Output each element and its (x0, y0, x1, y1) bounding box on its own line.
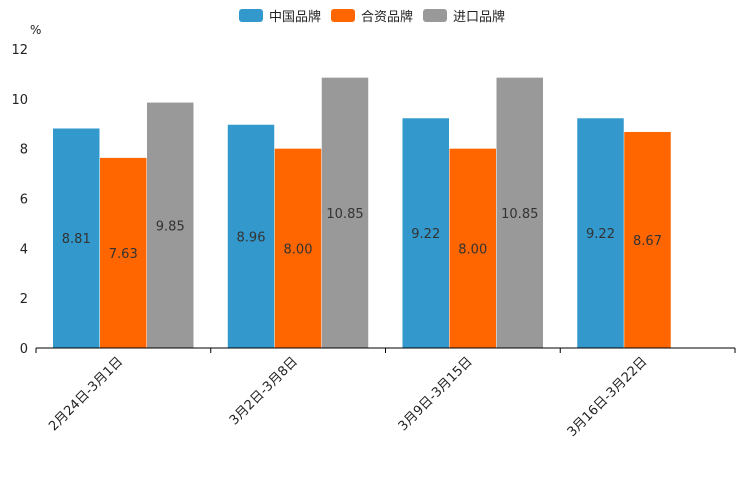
x-tick-label: 3月16日-3月22日 (565, 354, 651, 440)
data-label: 8.81 (62, 232, 91, 247)
bar (227, 124, 275, 348)
bar (624, 131, 671, 348)
x-tick-label: 3月9日-3月15日 (396, 354, 476, 434)
legend-label: 进口品牌 (453, 9, 505, 25)
bar (100, 157, 147, 348)
bar (577, 118, 624, 348)
y-tick-label: 10 (11, 93, 28, 108)
y-tick-label: 0 (20, 342, 28, 357)
legend-swatch (423, 9, 447, 22)
y-unit-label: % (30, 23, 41, 37)
y-tick-label: 6 (20, 193, 28, 208)
bar (449, 148, 496, 348)
data-label: 9.22 (411, 227, 440, 242)
y-tick-label: 4 (20, 242, 28, 257)
legend-swatch (331, 9, 355, 22)
data-label: 10.85 (326, 207, 363, 222)
data-label: 9.22 (586, 227, 615, 242)
data-label: 8.00 (458, 242, 487, 257)
y-tick-label: 12 (11, 43, 28, 58)
x-tick-label: 3月2日-3月8日 (227, 354, 301, 428)
y-tick-label: 2 (20, 292, 28, 307)
y-tick-label: 8 (20, 143, 28, 158)
x-tick-label: 2月24日-3月1日 (46, 354, 126, 434)
data-label: 8.00 (284, 242, 313, 257)
data-label: 10.85 (501, 207, 538, 222)
bar (274, 148, 322, 348)
data-label: 8.96 (237, 230, 266, 245)
bar (496, 77, 543, 348)
legend-swatch (239, 9, 263, 22)
bar (147, 102, 194, 348)
bar (321, 77, 369, 348)
legend-label: 中国品牌 (269, 9, 321, 25)
bar (402, 118, 449, 348)
legend-label: 合资品牌 (361, 9, 413, 25)
bar (53, 128, 100, 348)
data-label: 8.67 (633, 234, 662, 249)
data-label: 9.85 (156, 219, 185, 234)
data-label: 7.63 (109, 247, 138, 262)
